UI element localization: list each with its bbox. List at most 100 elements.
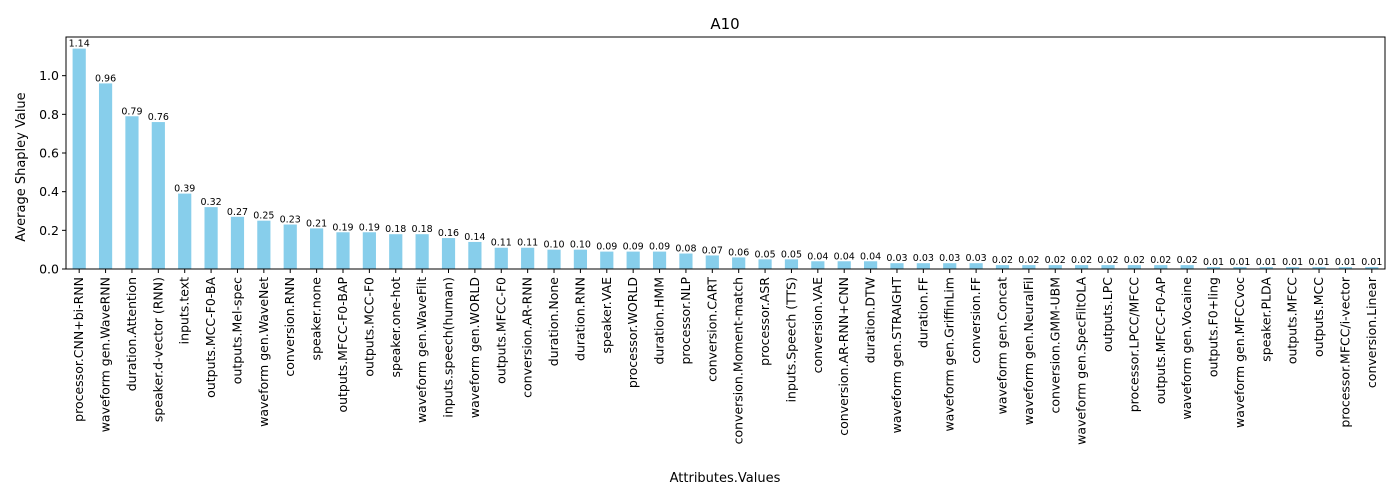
x-tick-label: outputs.MFCC <box>1285 277 1300 364</box>
x-tick-label: conversion.Moment-match <box>731 277 746 444</box>
y-tick-label: 0.8 <box>39 107 59 122</box>
bar-value-label: 0.79 <box>121 106 142 117</box>
x-tick-label: inputs.Speech (TTS) <box>783 277 798 402</box>
bar <box>1206 267 1221 269</box>
bars-group <box>72 48 1379 270</box>
bar <box>1259 267 1273 269</box>
bar-value-label: 0.02 <box>1150 255 1171 266</box>
x-tick-label: duration.FF <box>915 277 930 348</box>
bar <box>125 116 139 270</box>
x-tick-label: waveform gen.MFCCvoc <box>1232 277 1247 428</box>
bar <box>283 224 297 269</box>
bar <box>521 247 535 269</box>
bar-value-label: 0.19 <box>332 222 353 233</box>
bar <box>72 48 86 269</box>
bar <box>547 249 561 269</box>
bar <box>336 232 350 269</box>
bar <box>204 207 218 269</box>
x-tick-label: waveform gen.Vocaine <box>1179 277 1194 420</box>
x-tick-label: inputs.speech(human) <box>441 277 456 418</box>
bar <box>916 263 930 269</box>
bar <box>362 232 376 269</box>
y-tick-label: 1.0 <box>39 68 59 83</box>
x-tick-label: waveform gen.Concat <box>994 277 1009 414</box>
x-tick-label: speaker.PLDA <box>1258 277 1273 362</box>
x-tick-label: waveform gen.SpecFiltOLA <box>1074 277 1089 445</box>
x-tick-label: conversion.AR-RNN <box>520 277 535 398</box>
bar-value-label: 0.02 <box>1124 255 1145 266</box>
bar-value-label: 0.06 <box>728 247 749 258</box>
x-tick-label: conversion.RNN <box>282 277 297 377</box>
x-tick-label: waveform gen.WORLD <box>467 277 482 418</box>
y-axis-label: Average Shapley Value <box>14 92 29 241</box>
y-tick-label: 0.2 <box>39 223 59 238</box>
bar-value-label: 0.05 <box>754 249 775 260</box>
bar-value-label: 0.11 <box>491 238 512 249</box>
bar <box>1075 265 1089 269</box>
x-tick-label: duration.None <box>546 277 561 366</box>
bar-value-label: 0.02 <box>1045 255 1066 266</box>
x-tick-label: processor.LPCC/MFCC <box>1126 277 1141 413</box>
x-tick-label: speaker.one-hot <box>388 277 403 378</box>
bar-value-label: 0.01 <box>1361 257 1382 268</box>
bar <box>890 263 904 269</box>
bar-value-label: 0.96 <box>95 73 116 84</box>
x-tick-label: waveform gen.WaveRNN <box>98 277 113 432</box>
bar <box>600 251 614 269</box>
bar-value-label: 0.19 <box>359 222 380 233</box>
bar-value-label: 0.14 <box>464 232 485 243</box>
bar-value-label: 0.10 <box>543 240 564 251</box>
bar-value-label: 0.11 <box>517 238 538 249</box>
x-tick-label: outputs.MCC <box>1311 277 1326 357</box>
bar-value-label: 0.16 <box>438 228 459 239</box>
x-tick-label: conversion.Linear <box>1364 276 1379 388</box>
bar-value-label: 0.02 <box>1177 255 1198 266</box>
bar <box>1180 265 1194 269</box>
x-tick-label: outputs.F0+ling <box>1206 277 1221 377</box>
x-tick-label: conversion.GMM-UBM <box>1047 277 1062 413</box>
bar <box>1233 267 1247 269</box>
bar-value-label: 0.09 <box>623 242 644 253</box>
bar-value-label: 0.09 <box>649 242 670 253</box>
x-tick-label: processor.MFCC/i-vector <box>1337 276 1352 427</box>
bar <box>1048 265 1062 269</box>
bar-value-label: 0.03 <box>966 253 987 264</box>
x-tick-label: speaker.d-vector (RNN) <box>150 277 165 422</box>
bar-value-label: 0.03 <box>939 253 960 264</box>
bar-value-label: 0.02 <box>992 255 1013 266</box>
plot-frame <box>65 36 1386 270</box>
bar-value-label: 0.09 <box>596 242 617 253</box>
x-tick-label: processor.WORLD <box>625 277 640 388</box>
x-tick-label: outputs.LPC <box>1100 277 1115 352</box>
bar <box>178 193 192 269</box>
bar <box>784 259 799 269</box>
y-axis-ticks: 0.0 0.2 0.4 0.6 0.8 1.0 <box>39 68 66 277</box>
y-tick-label: 0.4 <box>39 184 59 199</box>
bar <box>257 220 271 269</box>
bar <box>811 261 825 269</box>
bar <box>1154 265 1168 269</box>
bar-value-label: 0.05 <box>781 249 802 260</box>
x-tick-label: outputs.MFCC-F0-AP <box>1153 277 1168 405</box>
bar-value-label: 0.02 <box>1097 255 1118 266</box>
bar <box>1022 265 1036 269</box>
bar <box>732 257 746 269</box>
bar-value-label: 0.01 <box>1282 257 1303 268</box>
bar <box>1101 265 1115 269</box>
x-tick-label: outputs.MCC-F0-BA <box>203 277 218 398</box>
bar <box>468 241 482 269</box>
x-tick-label: duration.RNN <box>572 277 587 361</box>
bar <box>995 265 1010 269</box>
data-labels-group: 1.14 0.96 0.79 0.76 0.39 0.32 0.27 0.25 0.23 0.21… <box>69 39 1383 268</box>
bar <box>1365 267 1379 269</box>
bar <box>758 259 772 269</box>
bar <box>943 263 957 269</box>
bar <box>441 238 456 269</box>
bar-value-label: 0.39 <box>174 184 195 195</box>
bar <box>98 83 113 270</box>
bar-value-label: 0.01 <box>1256 257 1277 268</box>
x-tick-label: waveform gen.STRAIGHT <box>889 277 904 434</box>
bar <box>573 249 588 269</box>
bar <box>151 122 165 269</box>
